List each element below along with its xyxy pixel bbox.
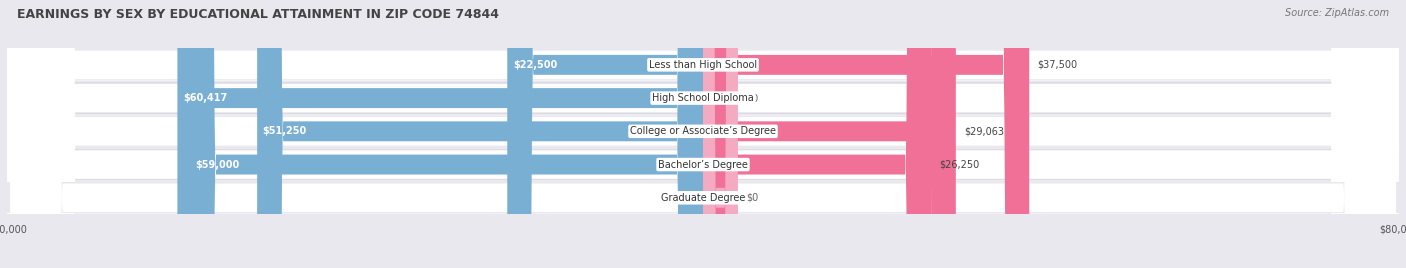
Text: $29,063: $29,063	[965, 126, 1004, 136]
Text: Source: ZipAtlas.com: Source: ZipAtlas.com	[1285, 8, 1389, 18]
Text: $0: $0	[682, 193, 695, 203]
Text: $0: $0	[747, 93, 758, 103]
FancyBboxPatch shape	[10, 0, 1396, 268]
Bar	[7, 182, 1399, 213]
FancyBboxPatch shape	[703, 0, 956, 268]
FancyBboxPatch shape	[703, 0, 931, 268]
Text: $51,250: $51,250	[263, 126, 307, 136]
Text: $60,417: $60,417	[183, 93, 228, 103]
Text: $37,500: $37,500	[1038, 60, 1078, 70]
FancyBboxPatch shape	[10, 0, 1396, 268]
FancyBboxPatch shape	[10, 0, 1396, 268]
FancyBboxPatch shape	[703, 0, 1029, 268]
FancyBboxPatch shape	[10, 0, 1396, 268]
Bar	[7, 149, 1399, 180]
FancyBboxPatch shape	[7, 0, 1399, 268]
Text: $22,500: $22,500	[513, 60, 557, 70]
FancyBboxPatch shape	[257, 0, 703, 268]
Text: Bachelor’s Degree: Bachelor’s Degree	[658, 159, 748, 170]
Text: High School Diploma: High School Diploma	[652, 93, 754, 103]
Text: $59,000: $59,000	[195, 159, 239, 170]
FancyBboxPatch shape	[703, 0, 738, 268]
Text: College or Associate’s Degree: College or Associate’s Degree	[630, 126, 776, 136]
Text: $0: $0	[747, 193, 758, 203]
Text: $26,250: $26,250	[939, 159, 980, 170]
FancyBboxPatch shape	[703, 0, 738, 268]
FancyBboxPatch shape	[7, 0, 1399, 268]
Bar	[7, 83, 1399, 114]
FancyBboxPatch shape	[508, 0, 703, 268]
FancyBboxPatch shape	[7, 0, 1399, 268]
FancyBboxPatch shape	[177, 0, 703, 268]
FancyBboxPatch shape	[7, 0, 1399, 268]
FancyBboxPatch shape	[190, 0, 703, 268]
Text: Graduate Degree: Graduate Degree	[661, 193, 745, 203]
Text: EARNINGS BY SEX BY EDUCATIONAL ATTAINMENT IN ZIP CODE 74844: EARNINGS BY SEX BY EDUCATIONAL ATTAINMEN…	[17, 8, 499, 21]
FancyBboxPatch shape	[7, 0, 1399, 268]
Bar	[7, 49, 1399, 80]
Bar	[7, 116, 1399, 147]
FancyBboxPatch shape	[10, 0, 1396, 268]
Text: Less than High School: Less than High School	[650, 60, 756, 70]
